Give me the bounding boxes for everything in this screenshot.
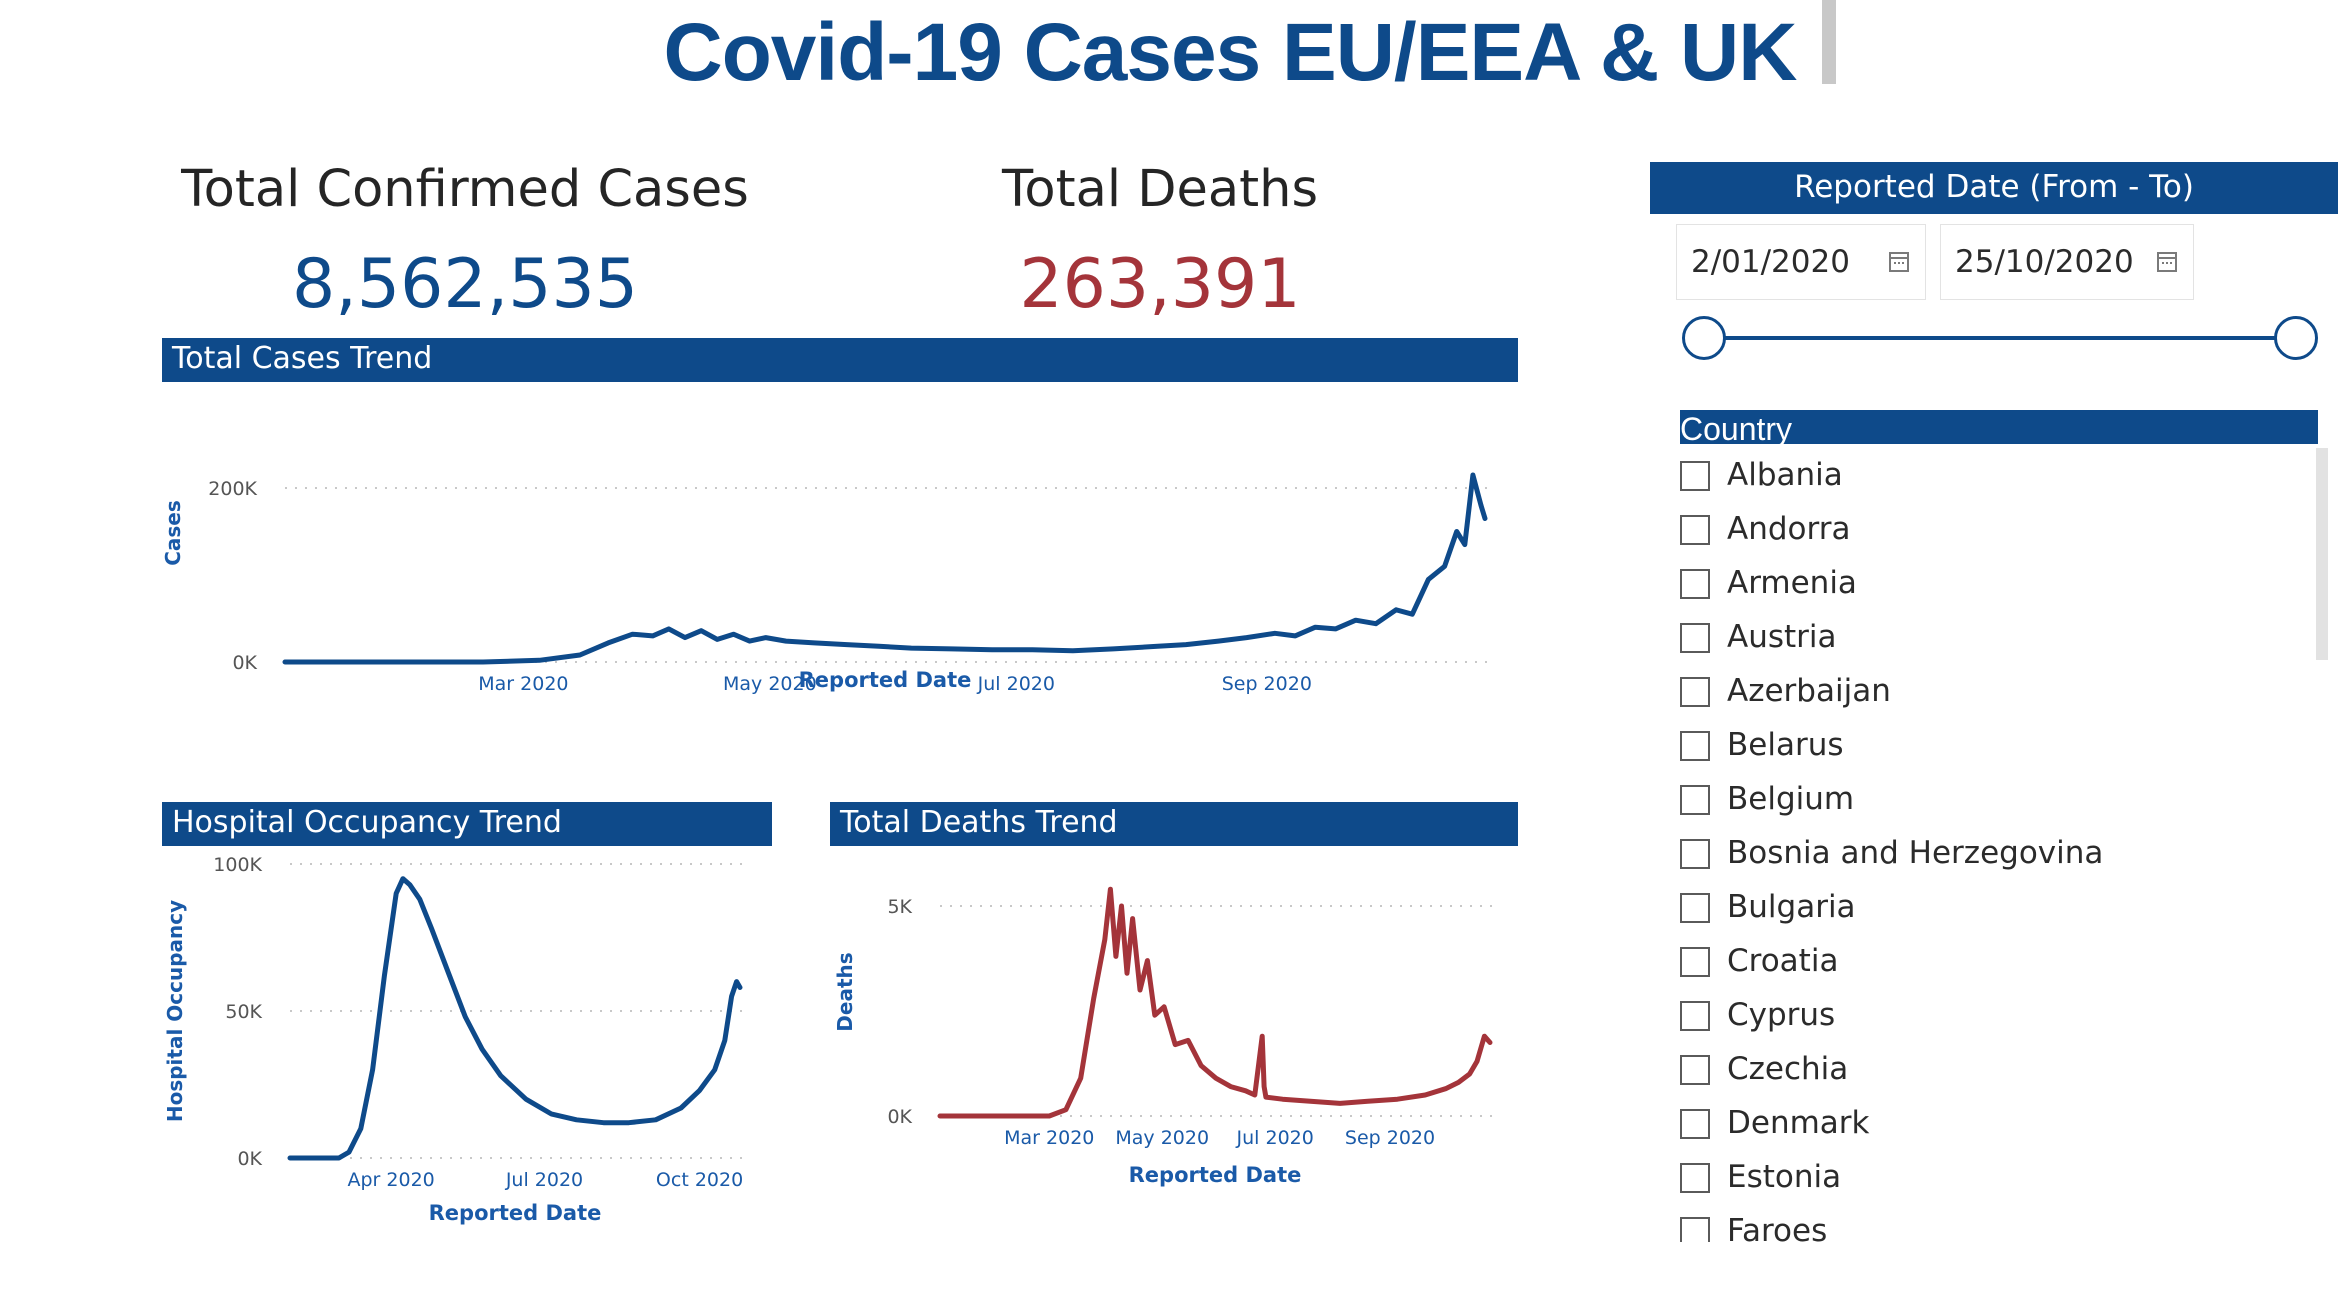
country-checkbox[interactable] xyxy=(1680,839,1710,869)
country-checkbox[interactable] xyxy=(1680,785,1710,815)
country-item[interactable]: Czechia xyxy=(1680,1044,2330,1098)
cases-kpi-label: Total Confirmed Cases xyxy=(181,160,749,219)
country-label: Austria xyxy=(1727,619,1837,655)
country-checkbox[interactable] xyxy=(1680,1001,1710,1031)
dashboard-title: Covid-19 Cases EU/EEA & UK xyxy=(663,7,1798,98)
y-axis-title: Deaths xyxy=(833,952,857,1031)
slider-handle-start[interactable] xyxy=(1682,316,1726,360)
y-tick-label: 200K xyxy=(208,478,257,500)
country-label: Belgium xyxy=(1727,781,1855,817)
series-line[interactable] xyxy=(287,876,743,1161)
calendar-icon[interactable] xyxy=(1889,252,1909,272)
country-item[interactable]: Bosnia and Herzegovina xyxy=(1680,828,2330,882)
cases-trend-header: Total Cases Trend xyxy=(162,338,1518,382)
x-axis-title: Reported Date xyxy=(429,1201,602,1225)
date-slicer-header: Reported Date (From - To) xyxy=(1650,162,2338,214)
country-item[interactable]: Austria xyxy=(1680,612,2330,666)
country-label: Azerbaijan xyxy=(1727,673,1891,709)
country-checkbox[interactable] xyxy=(1680,1163,1710,1193)
deaths-trend-header: Total Deaths Trend xyxy=(830,802,1518,846)
country-checkbox[interactable] xyxy=(1680,461,1710,491)
x-tick-label: Mar 2020 xyxy=(1004,1127,1094,1149)
y-axis-title: Cases xyxy=(161,500,185,566)
country-label: Bosnia and Herzegovina xyxy=(1727,835,2104,871)
series-line[interactable] xyxy=(937,886,1493,1119)
country-label: Estonia xyxy=(1727,1159,1842,1195)
country-label: Cyprus xyxy=(1727,997,1836,1033)
hospital-trend-chart[interactable]: 0K 50K 100K Apr 2020 Jul 2020 Oct 2020 Reporte… xyxy=(160,852,780,1232)
country-checkbox[interactable] xyxy=(1680,1055,1710,1085)
calendar-icon[interactable] xyxy=(2157,252,2177,272)
country-checkbox[interactable] xyxy=(1680,515,1710,545)
series-line[interactable] xyxy=(282,472,1488,665)
x-tick-label: Jul 2020 xyxy=(505,1169,583,1191)
x-tick-label: Jul 2020 xyxy=(977,673,1055,695)
country-item[interactable]: Faroes xyxy=(1680,1206,2330,1242)
x-tick-label: May 2020 xyxy=(1115,1127,1209,1149)
country-list-scrollbar[interactable] xyxy=(2316,448,2328,660)
country-label: Faroes xyxy=(1727,1213,1828,1242)
y-tick-label: 0K xyxy=(887,1106,912,1128)
date-to-value: 25/10/2020 xyxy=(1955,244,2134,280)
country-item[interactable]: Belgium xyxy=(1680,774,2330,828)
deaths-trend-chart[interactable]: 0K 5K Mar 2020 May 2020 Jul 2020 Sep 2020 Repo… xyxy=(830,852,1520,1232)
country-label: Andorra xyxy=(1727,511,1851,547)
x-tick-label: Apr 2020 xyxy=(347,1169,434,1191)
country-slicer-header xyxy=(1680,410,2318,444)
country-list[interactable]: Albania Andorra Armenia Austria Azerbaijan Be… xyxy=(1680,450,2330,1242)
country-checkbox[interactable] xyxy=(1680,1109,1710,1139)
country-label: Belarus xyxy=(1727,727,1844,763)
country-item[interactable]: Bulgaria xyxy=(1680,882,2330,936)
country-item[interactable]: Cyprus xyxy=(1680,990,2330,1044)
x-tick-label: Jul 2020 xyxy=(1236,1127,1314,1149)
slider-handle-end[interactable] xyxy=(2274,316,2318,360)
date-range-slider-track[interactable] xyxy=(1704,336,2298,340)
country-label: Czechia xyxy=(1727,1051,1849,1087)
country-checkbox[interactable] xyxy=(1680,569,1710,599)
x-axis-title: Reported Date xyxy=(1129,1163,1302,1187)
x-axis-title: Reported Date xyxy=(799,668,972,692)
country-checkbox[interactable] xyxy=(1680,677,1710,707)
cases-kpi-value: 8,562,535 xyxy=(291,245,639,324)
country-label: Denmark xyxy=(1727,1105,1870,1141)
deaths-kpi-label: Total Deaths xyxy=(1001,160,1319,219)
country-checkbox[interactable] xyxy=(1680,731,1710,761)
country-item[interactable]: Estonia xyxy=(1680,1152,2330,1206)
y-tick-label: 100K xyxy=(213,854,262,876)
x-tick-label: Mar 2020 xyxy=(478,673,568,695)
hospital-trend-header: Hospital Occupancy Trend xyxy=(162,802,772,846)
x-tick-label: Oct 2020 xyxy=(656,1169,743,1191)
y-axis-title: Hospital Occupancy xyxy=(163,900,187,1122)
date-from-input[interactable]: 2/01/2020 xyxy=(1676,224,1926,300)
y-tick-label: 50K xyxy=(225,1001,262,1023)
x-tick-label: May 2020 xyxy=(723,673,817,695)
country-checkbox[interactable] xyxy=(1680,893,1710,923)
country-checkbox[interactable] xyxy=(1680,623,1710,653)
cases-trend-chart[interactable]: 0K 200K Mar 2020 May 2020 Jul 2020 Sep 2020 Re… xyxy=(160,390,1520,750)
country-item[interactable]: Armenia xyxy=(1680,558,2330,612)
country-item[interactable]: Azerbaijan xyxy=(1680,666,2330,720)
y-tick-label: 0K xyxy=(237,1148,262,1170)
country-checkbox[interactable] xyxy=(1680,1217,1710,1242)
country-slicer-title: Country xyxy=(1680,411,1793,447)
country-checkbox[interactable] xyxy=(1680,947,1710,977)
title-divider xyxy=(1822,0,1836,84)
country-label: Albania xyxy=(1727,457,1843,493)
country-item[interactable]: Denmark xyxy=(1680,1098,2330,1152)
y-tick-label: 5K xyxy=(887,896,912,918)
country-item[interactable]: Andorra xyxy=(1680,504,2330,558)
date-from-value: 2/01/2020 xyxy=(1691,244,1850,280)
y-tick-label: 0K xyxy=(232,652,257,674)
country-item[interactable]: Albania xyxy=(1680,450,2330,504)
deaths-kpi-value: 263,391 xyxy=(1019,245,1301,324)
country-item[interactable]: Croatia xyxy=(1680,936,2330,990)
country-label: Armenia xyxy=(1727,565,1857,601)
country-label: Bulgaria xyxy=(1727,889,1856,925)
country-item[interactable]: Belarus xyxy=(1680,720,2330,774)
x-tick-label: Sep 2020 xyxy=(1345,1127,1435,1149)
date-to-input[interactable]: 25/10/2020 xyxy=(1940,224,2194,300)
x-tick-label: Sep 2020 xyxy=(1222,673,1312,695)
country-label: Croatia xyxy=(1727,943,1839,979)
